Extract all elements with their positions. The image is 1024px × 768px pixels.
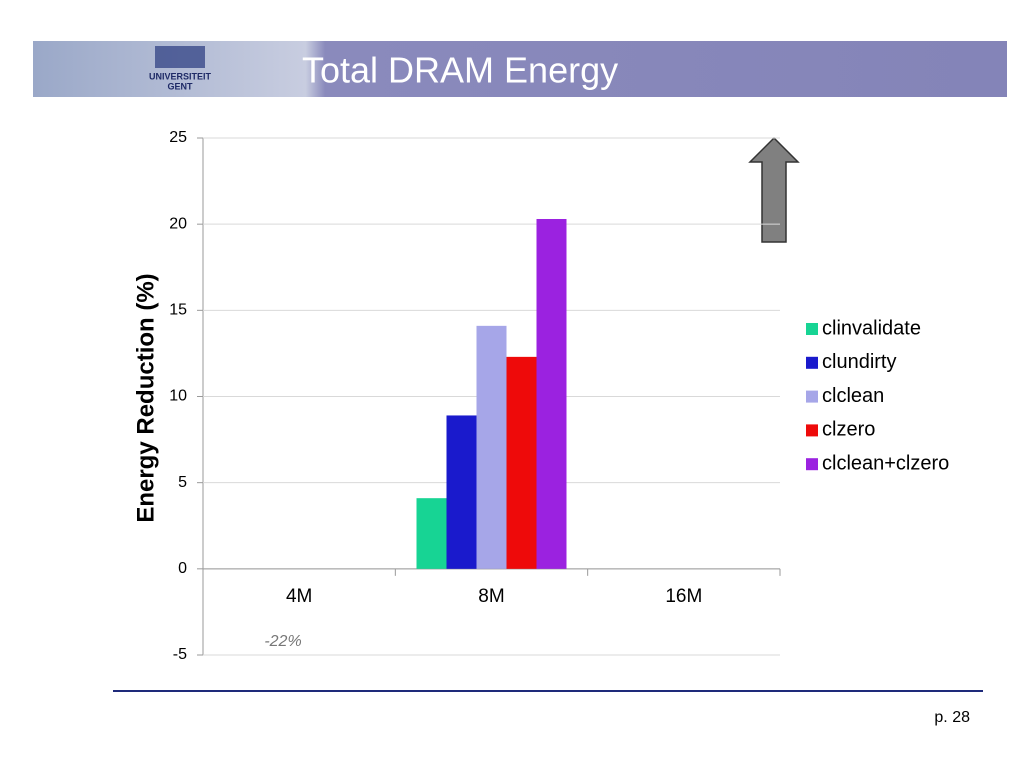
y-tick-label: 25: [169, 129, 187, 146]
legend-swatch: [806, 424, 818, 437]
bar: [476, 325, 507, 569]
legend-swatch: [806, 458, 818, 471]
legend-swatch: [806, 323, 818, 335]
bar: [506, 356, 537, 569]
legend-label: clzero: [822, 419, 875, 441]
legend-swatch: [806, 356, 818, 369]
legend-label: clundirty: [822, 351, 896, 373]
y-axis-label: Energy Reduction (%): [132, 273, 159, 522]
y-tick-label: -5: [173, 646, 187, 663]
annotation: -22%: [264, 633, 301, 650]
logo-text: GENT: [167, 81, 193, 91]
y-tick-label: 15: [169, 302, 187, 319]
y-tick-label: 0: [178, 560, 187, 577]
bar: [536, 218, 567, 569]
legend-label: clclean: [822, 385, 884, 407]
y-tick-label: 10: [169, 388, 187, 405]
x-tick-label: 8M: [478, 586, 504, 607]
slide-title: Total DRAM Energy: [302, 50, 618, 91]
bar: [446, 415, 477, 569]
logo-icon: [155, 46, 205, 68]
page-number: p. 28: [934, 709, 970, 726]
legend-label: clinvalidate: [822, 317, 921, 339]
up-arrow: [748, 136, 800, 243]
bar: [416, 498, 447, 569]
legend-label: clclean+clzero: [822, 452, 949, 474]
y-tick-label: 5: [178, 474, 187, 491]
x-tick-label: 4M: [286, 586, 312, 607]
legend-swatch: [806, 390, 818, 403]
logo-text: UNIVERSITEIT: [149, 71, 212, 81]
x-tick-label: 16M: [665, 586, 702, 607]
y-tick-label: 20: [169, 215, 187, 232]
